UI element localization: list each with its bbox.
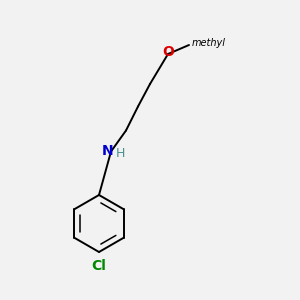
- Text: O: O: [162, 46, 174, 59]
- Text: N: N: [102, 144, 114, 158]
- Text: Cl: Cl: [92, 259, 106, 273]
- Text: H: H: [116, 147, 126, 161]
- Text: methyl: methyl: [192, 38, 226, 49]
